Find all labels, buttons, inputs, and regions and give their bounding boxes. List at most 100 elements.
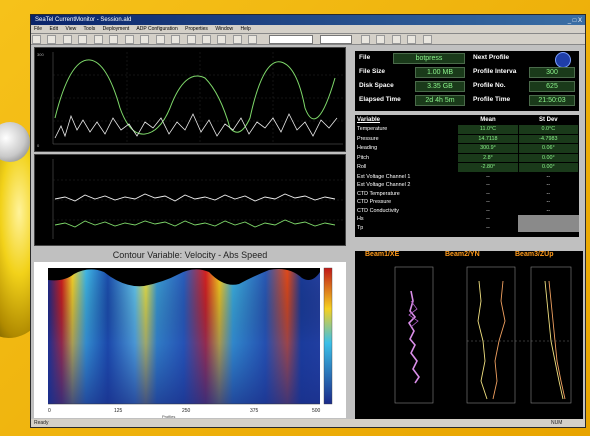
- step-icon[interactable]: [407, 35, 417, 44]
- menu-deployment[interactable]: Deployment: [102, 26, 130, 32]
- stats-variable-name: Roll: [357, 164, 367, 171]
- beam1-header: Beam1/XE: [365, 251, 400, 258]
- stats-mean-value: --: [457, 181, 519, 190]
- stats-stdev-value: 0.00°: [517, 152, 580, 163]
- stats-stdev-value: 0.0°C: [517, 124, 580, 135]
- menu-tools[interactable]: Tools: [83, 26, 96, 32]
- file-value: botpress: [393, 53, 465, 64]
- beam-profiles[interactable]: Beam1/XE Beam2/YN Beam3/ZUp: [355, 251, 583, 419]
- open-icon[interactable]: [47, 35, 57, 44]
- title-bar: SeaTel CurrentMonitor - Session.ald _ □ …: [31, 15, 585, 25]
- header-mean: Mean: [480, 116, 496, 123]
- profile-time-value: 21:50:03: [529, 95, 575, 106]
- file-size-label: File Size: [359, 68, 386, 75]
- range-select[interactable]: [320, 35, 353, 44]
- disk-space-label: Disk Space: [359, 82, 394, 89]
- status-indicator-icon: [555, 52, 571, 68]
- stats-row: Temperature 11.0°C 0.0°C: [355, 124, 580, 135]
- stats-row: CTD Temperature -- --: [355, 189, 579, 198]
- stats-row: Pitch 2.8° 0.00°: [355, 152, 580, 163]
- stats-row: Tp --: [355, 223, 579, 232]
- status-bar: Ready NUM: [31, 419, 585, 427]
- stats-variable-name: Ext Voltage Channel 2: [357, 182, 411, 189]
- new-icon[interactable]: [32, 35, 41, 44]
- file-info-panel: File botpress Next Profile File Size 1.0…: [355, 51, 579, 111]
- contour-x-axis: 0 125 250 375 500: [48, 408, 320, 416]
- stats-mean-value: --: [457, 198, 519, 207]
- timeseries-chart-2[interactable]: [34, 154, 346, 246]
- stats-row: Hs --: [355, 215, 579, 224]
- play-icon[interactable]: [376, 35, 386, 44]
- stats-variable-name: CTD Conductivity: [357, 207, 399, 214]
- stats-variable-name: CTD Pressure: [357, 199, 392, 206]
- stats-variable-name: Temperature: [357, 126, 388, 133]
- stats-stdev-value: --: [518, 198, 579, 207]
- record-icon[interactable]: [391, 35, 401, 44]
- menu-help[interactable]: Help: [240, 26, 251, 32]
- toolbar: [31, 34, 585, 45]
- stats-row: CTD Conductivity -- --: [355, 206, 579, 215]
- menu-properties[interactable]: Properties: [185, 26, 208, 32]
- grid-icon[interactable]: [171, 35, 181, 44]
- stats-mean-value: --: [457, 215, 519, 224]
- menu-edit[interactable]: Edit: [49, 26, 59, 32]
- paste-icon[interactable]: [124, 35, 134, 44]
- x-tick-0: 0: [48, 408, 51, 414]
- stats-variable-name: CTD Temperature: [357, 190, 400, 197]
- stats-mean-value: --: [457, 172, 519, 181]
- contour-svg: [48, 267, 346, 405]
- stats-row: Ext Voltage Channel 2 -- --: [355, 181, 579, 190]
- stats-stdev-value: [518, 215, 579, 224]
- next-profile-label: Next Profile: [473, 54, 510, 61]
- menu-view[interactable]: View: [65, 26, 77, 32]
- timeseries-chart-1[interactable]: 300 0: [34, 47, 346, 152]
- stats-row: Pressure 14.7118 -4.7983: [355, 133, 580, 144]
- zoom-out-icon[interactable]: [155, 35, 165, 44]
- statistics-table: Variable Mean St Dev Temperature 11.0°C 0.…: [355, 115, 580, 237]
- stats-mean-value: 11.0°C: [457, 124, 519, 135]
- contour-plot[interactable]: 0 125 250 375 500 Profiles: [34, 262, 346, 419]
- variable-select[interactable]: [268, 35, 313, 44]
- stats-stdev-value: -4.7983: [517, 133, 580, 144]
- contour-title: Contour Variable: Velocity - Abs Speed: [34, 249, 346, 261]
- zoom-in-icon[interactable]: [140, 35, 150, 44]
- menu-window[interactable]: Window: [215, 26, 234, 32]
- stats-mean-value: --: [457, 223, 519, 232]
- profile-interval-value: 300: [529, 67, 575, 78]
- settings-icon[interactable]: [248, 35, 258, 44]
- stats-row: Ext Voltage Channel 1 -- --: [355, 172, 579, 181]
- save-icon[interactable]: [62, 35, 72, 44]
- elapsed-time-value: 2d 4h 5m: [415, 95, 465, 106]
- x-tick-4: 500: [312, 408, 321, 414]
- window-controls[interactable]: _ □ X: [567, 18, 582, 24]
- profile-no-value: 625: [529, 81, 575, 92]
- contour-x-label: Profiles: [162, 414, 176, 419]
- stop-icon[interactable]: [360, 35, 370, 44]
- profile-time-label: Profile Time: [473, 96, 511, 103]
- help-icon[interactable]: [422, 35, 432, 44]
- stats-stdev-value: --: [518, 172, 579, 181]
- profile-interval-label: Profile Interva: [473, 68, 517, 75]
- table-icon[interactable]: [232, 35, 242, 44]
- stats-stdev-value: 0.00°: [517, 162, 580, 173]
- menu-adp-configuration[interactable]: ADP Configuration: [136, 26, 178, 32]
- stats-row: CTD Pressure -- --: [355, 198, 579, 207]
- chart-icon[interactable]: [217, 35, 227, 44]
- copy-icon[interactable]: [109, 35, 119, 44]
- app-window: SeaTel CurrentMonitor - Session.ald _ □ …: [30, 14, 586, 428]
- x-tick-1: 125: [114, 408, 123, 414]
- window-title: SeaTel CurrentMonitor - Session.ald: [35, 17, 132, 23]
- pan-icon[interactable]: [186, 35, 196, 44]
- menu-file[interactable]: File: [34, 26, 43, 32]
- cut-icon[interactable]: [93, 35, 103, 44]
- stats-mean-value: -2.80°: [457, 162, 519, 173]
- stats-variable-name: Tp: [357, 224, 364, 231]
- header-stdev: St Dev: [538, 116, 558, 123]
- stats-mean-value: 14.7118: [457, 133, 519, 144]
- stats-mean-value: --: [457, 189, 519, 198]
- timeseries-1-svg: 300 0: [37, 52, 343, 148]
- stats-stdev-value: 0.06°: [517, 143, 580, 154]
- cursor-icon[interactable]: [201, 35, 211, 44]
- stats-row: Roll -2.80° 0.00°: [355, 162, 580, 173]
- print-icon[interactable]: [78, 35, 88, 44]
